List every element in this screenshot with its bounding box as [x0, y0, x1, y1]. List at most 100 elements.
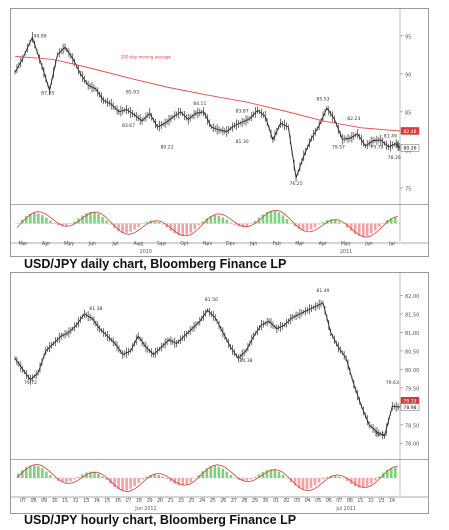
- x-tick-label: 13: [378, 498, 384, 504]
- price-line: [14, 302, 401, 437]
- oscillator-bar: [137, 223, 140, 227]
- x-tick-label: Feb: [272, 241, 281, 247]
- x-tick-label: Nov: [203, 241, 213, 247]
- price-annotation: 80.22: [160, 144, 173, 150]
- price-annotation: 78.50: [374, 432, 387, 438]
- oscillator-bar: [25, 216, 28, 224]
- oscillator-bar: [41, 468, 44, 478]
- oscillator-bar: [349, 223, 353, 232]
- x-tick-label: May: [341, 241, 351, 247]
- oscillator-bar: [161, 223, 164, 225]
- oscillator-bar: [129, 223, 132, 232]
- oscillator-bar: [121, 223, 124, 233]
- hourly-chart-panel: 82.0081.5081.0080.5080.0079.5079.0078.50…: [10, 272, 440, 530]
- oscillator-bar: [17, 223, 20, 224]
- oscillator-bar: [21, 470, 24, 478]
- y-tick-label: 79.50: [405, 386, 419, 392]
- oscillator-bar: [73, 478, 76, 480]
- x-tick-label: Jul: [388, 241, 395, 247]
- oscillator-bar: [177, 478, 181, 486]
- x-tick-label: Jan: [249, 241, 257, 247]
- x-tick-label: 05: [315, 498, 321, 504]
- oscillator-bar: [225, 471, 229, 478]
- x-tick-label: 04: [305, 498, 311, 504]
- oscillator-bar: [297, 223, 301, 230]
- oscillator-bar: [309, 478, 313, 488]
- price-tag-label: 82.48: [403, 129, 416, 135]
- oscillator-bar: [345, 478, 349, 482]
- oscillator-bar: [221, 468, 225, 478]
- x-tick-label: 22: [178, 498, 184, 504]
- price-annotation: 78.26: [388, 155, 401, 161]
- oscillator-bar: [273, 469, 277, 478]
- oscillator-bar: [365, 478, 369, 487]
- oscillator-bar: [117, 478, 120, 490]
- oscillator-bar: [365, 223, 369, 236]
- price-annotation: 80.38: [239, 358, 252, 364]
- oscillator-bar: [357, 478, 361, 488]
- price-annotation: 81.30: [236, 139, 249, 145]
- oscillator-bar: [157, 222, 160, 224]
- oscillator-bar: [229, 474, 233, 478]
- oscillator-bar: [181, 223, 185, 236]
- oscillator-bar: [205, 468, 209, 478]
- y-tick-label: 78.00: [405, 442, 419, 448]
- y-tick-label: 85: [405, 110, 411, 116]
- oscillator-bar: [137, 478, 140, 483]
- oscillator-bar: [65, 478, 68, 483]
- oscillator-bar: [333, 219, 337, 224]
- oscillator-bar: [253, 477, 257, 478]
- oscillator-bar: [389, 218, 393, 224]
- oscillator-bar: [217, 466, 221, 478]
- daily-chart-caption: USD/JPY daily chart, Bloomberg Finance L…: [24, 257, 287, 271]
- oscillator-bar: [197, 223, 201, 226]
- x-tick-label: Mar: [295, 241, 304, 247]
- oscillator-bar: [369, 223, 373, 234]
- oscillator-bar: [145, 476, 148, 478]
- oscillator-bar: [377, 476, 381, 478]
- oscillator-bar: [129, 478, 132, 489]
- year-label: Jul 2011: [335, 506, 356, 512]
- x-tick-label: 24: [199, 498, 205, 504]
- y-tick-label: 82.00: [405, 294, 419, 300]
- price-annotation: 82.23: [347, 116, 360, 122]
- price-annotation: 81.49: [384, 134, 397, 140]
- oscillator-bar: [225, 219, 229, 224]
- oscillator-bar: [293, 223, 297, 227]
- oscillator-bar: [341, 223, 345, 225]
- x-tick-label: 11: [62, 498, 68, 504]
- price-annotation: 76.25: [289, 181, 302, 187]
- oscillator-bar: [201, 221, 205, 224]
- oscillator-bar: [133, 478, 136, 487]
- x-tick-label: Aug: [134, 241, 143, 247]
- price-annotation: 79.63: [386, 380, 399, 386]
- oscillator-bar: [289, 222, 293, 224]
- oscillator-bar: [177, 223, 181, 236]
- oscillator-bar: [233, 223, 237, 225]
- oscillator-bar: [337, 221, 341, 224]
- oscillator-bar: [241, 223, 245, 228]
- oscillator-bar: [285, 478, 289, 479]
- daily-chart-frame: 9590858075MarAprMayJunJulAugSepOctNovDec…: [10, 8, 429, 257]
- price-tag-box: [400, 127, 420, 135]
- oscillator-bar: [301, 223, 305, 231]
- oscillator-bar: [341, 478, 345, 479]
- x-tick-label: 26: [220, 498, 226, 504]
- y-tick-label: 81.00: [405, 331, 419, 337]
- oscillator-bar: [93, 471, 96, 478]
- y-tick-label: 81.50: [405, 312, 419, 318]
- x-tick-label: Sep: [157, 241, 166, 247]
- oscillator-bar: [321, 221, 325, 224]
- oscillator-bar: [181, 478, 185, 486]
- x-tick-label: 15: [104, 498, 110, 504]
- oscillator-bar: [305, 223, 309, 231]
- price-annotation: 85.53: [316, 96, 329, 102]
- oscillator-bar: [193, 223, 197, 230]
- oscillator-bar: [249, 478, 253, 480]
- oscillator-bar: [133, 223, 136, 230]
- year-label: 2011: [340, 249, 352, 255]
- x-tick-label: Jun: [364, 241, 373, 247]
- oscillator-bar: [57, 223, 60, 226]
- year-label: Jun 2011: [134, 506, 156, 512]
- y-tick-label: 78.50: [405, 423, 419, 429]
